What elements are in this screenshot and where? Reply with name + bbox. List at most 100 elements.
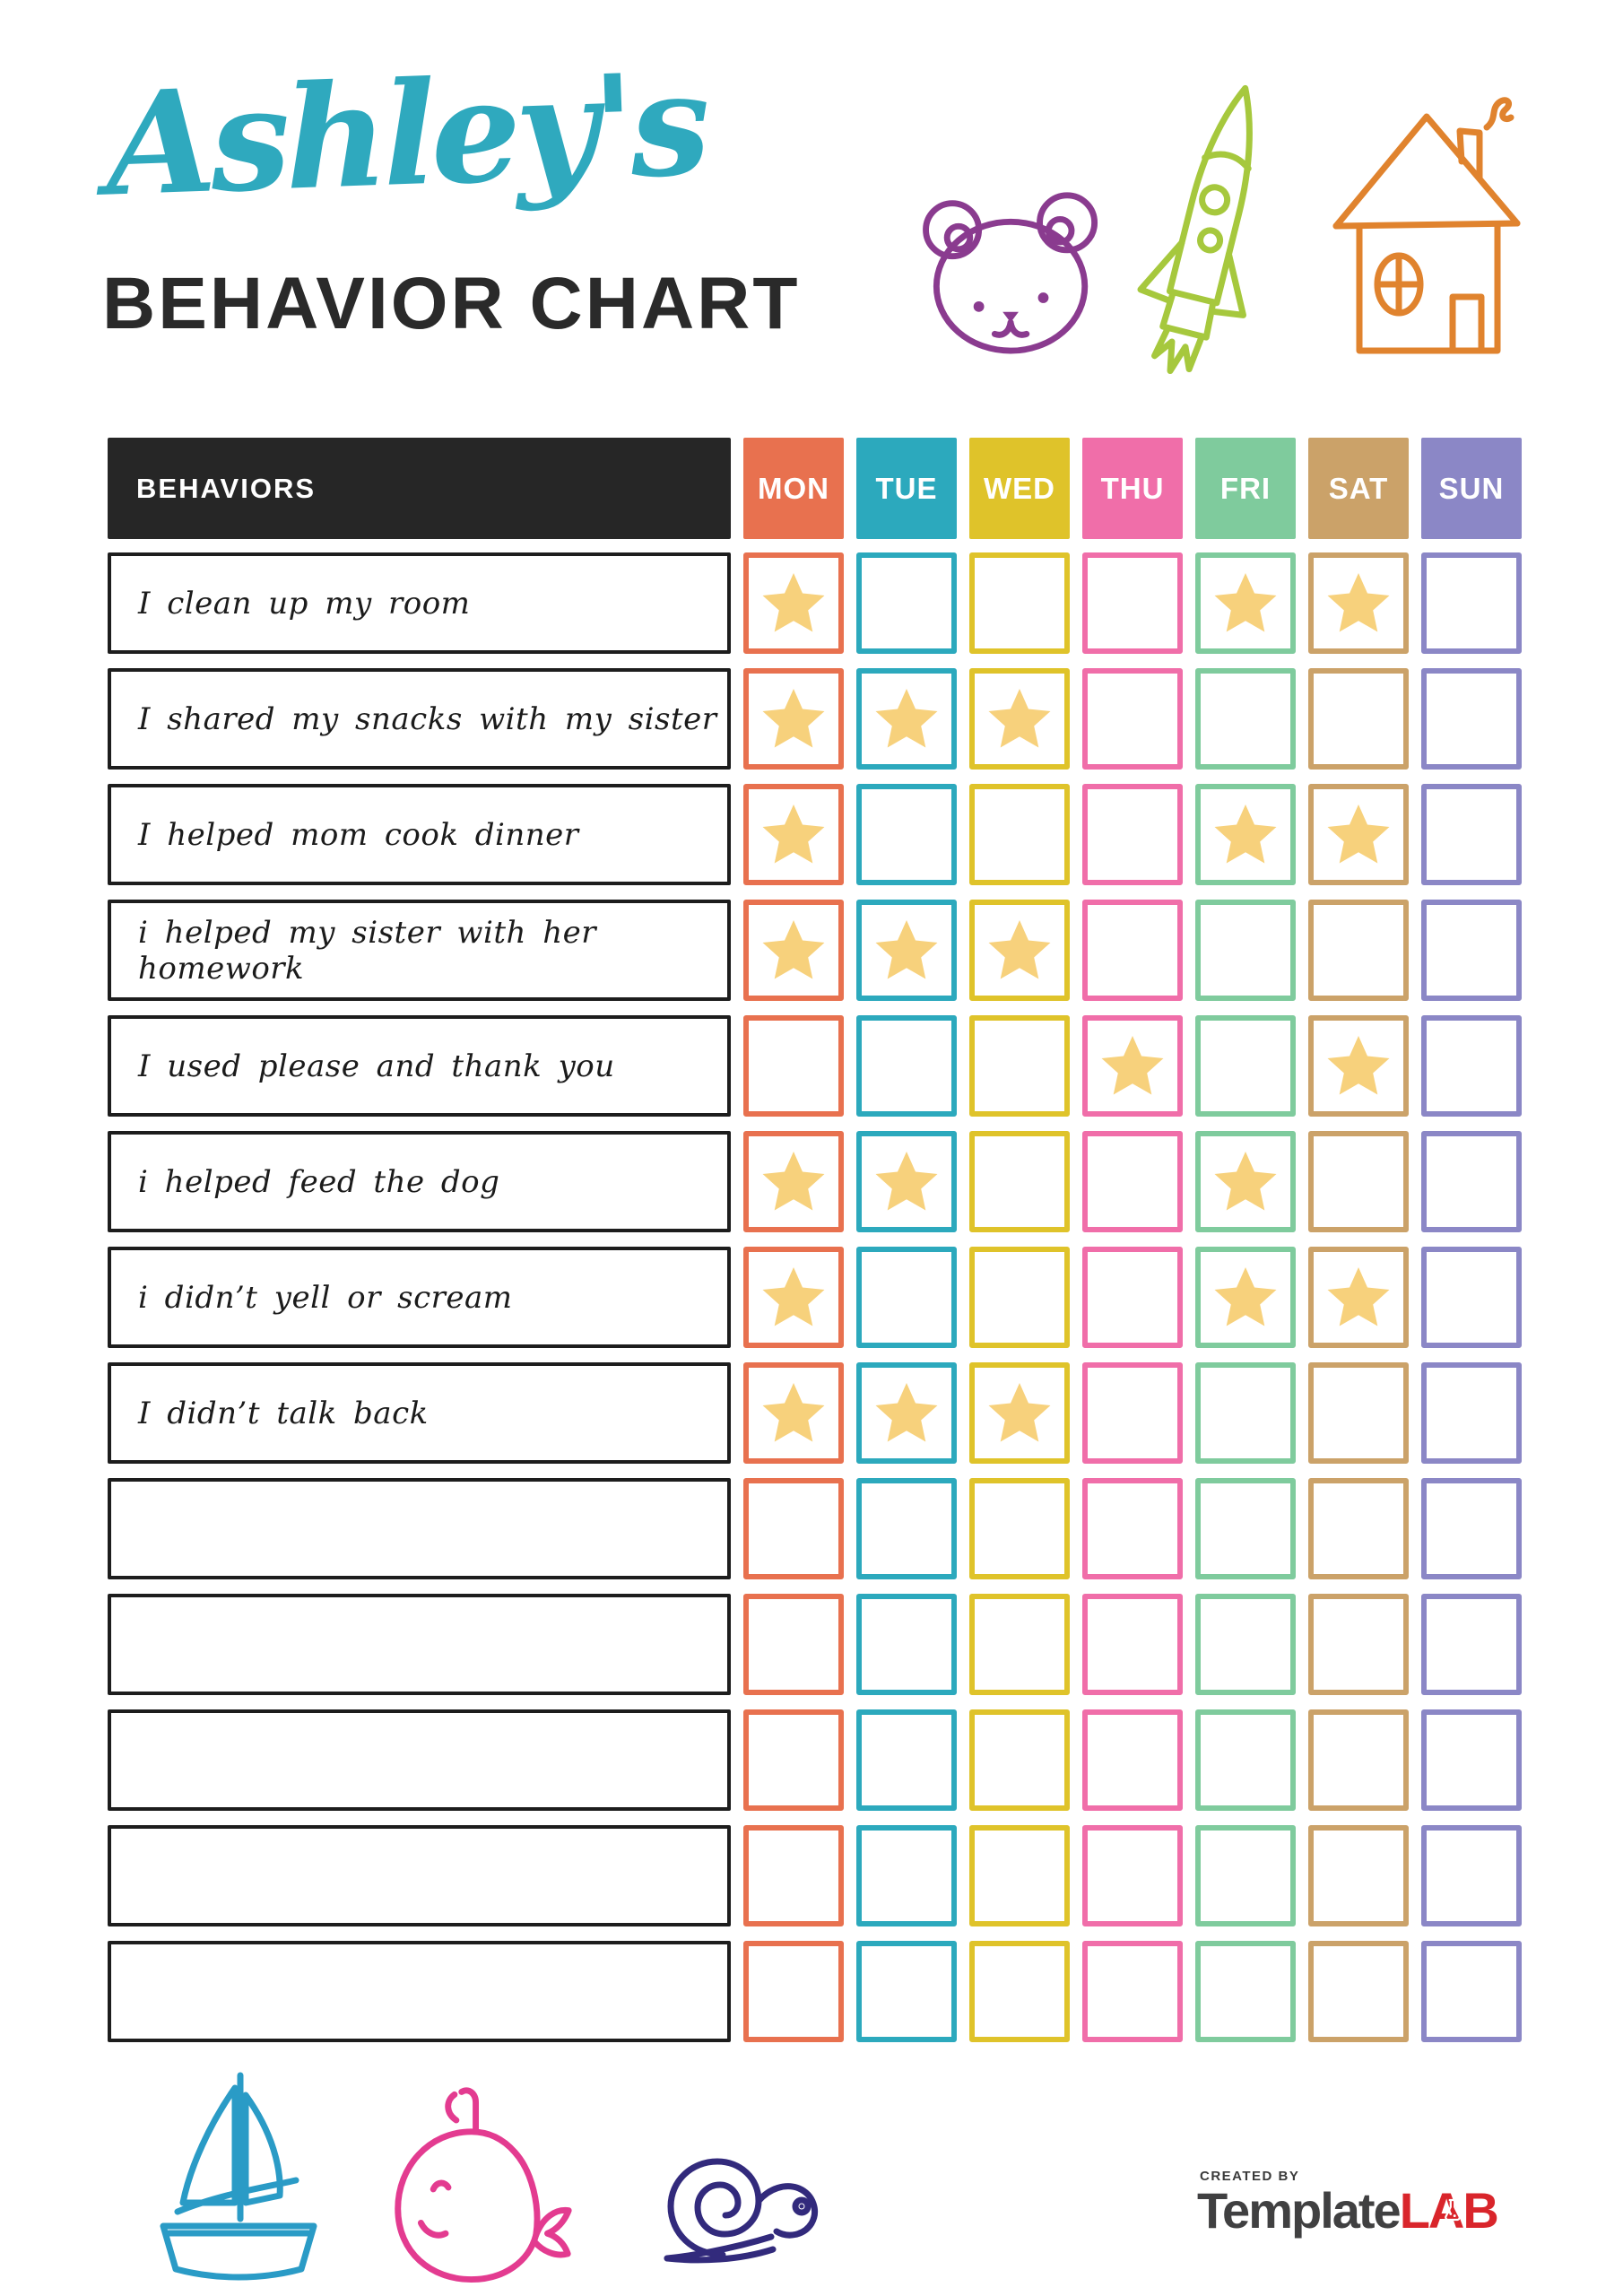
day-cell-wed[interactable] <box>969 1709 1070 1811</box>
day-cell-fri[interactable] <box>1195 1247 1296 1348</box>
day-cell-sat[interactable] <box>1308 1594 1409 1695</box>
day-cell-wed[interactable] <box>969 1247 1070 1348</box>
day-cell-fri[interactable] <box>1195 552 1296 654</box>
day-cell-tue[interactable] <box>856 1131 957 1232</box>
day-cell-sat[interactable] <box>1308 1825 1409 1926</box>
day-cell-wed[interactable] <box>969 668 1070 770</box>
day-cell-mon[interactable] <box>743 668 844 770</box>
day-cell-thu[interactable] <box>1082 668 1183 770</box>
day-cell-wed[interactable] <box>969 900 1070 1001</box>
day-cell-sun[interactable] <box>1421 1362 1522 1464</box>
day-cell-tue[interactable] <box>856 1015 957 1117</box>
day-cell-sun[interactable] <box>1421 1478 1522 1579</box>
behavior-row: i helped my sister with her homework <box>108 900 1522 1001</box>
day-cell-thu[interactable] <box>1082 900 1183 1001</box>
day-cell-tue[interactable] <box>856 1941 957 2042</box>
day-cell-thu[interactable] <box>1082 1594 1183 1695</box>
day-cell-wed[interactable] <box>969 1825 1070 1926</box>
day-cell-sun[interactable] <box>1421 900 1522 1001</box>
day-cell-fri[interactable] <box>1195 1478 1296 1579</box>
day-cell-sat[interactable] <box>1308 1015 1409 1117</box>
day-cell-thu[interactable] <box>1082 1478 1183 1579</box>
day-cell-thu[interactable] <box>1082 1247 1183 1348</box>
day-cell-sat[interactable] <box>1308 784 1409 885</box>
day-cell-sat[interactable] <box>1308 1941 1409 2042</box>
day-cell-thu[interactable] <box>1082 552 1183 654</box>
day-cell-wed[interactable] <box>969 1131 1070 1232</box>
day-cell-tue[interactable] <box>856 1594 957 1695</box>
day-cell-fri[interactable] <box>1195 1709 1296 1811</box>
day-cell-thu[interactable] <box>1082 1709 1183 1811</box>
day-cell-thu[interactable] <box>1082 1941 1183 2042</box>
day-cell-fri[interactable] <box>1195 784 1296 885</box>
day-cell-thu[interactable] <box>1082 784 1183 885</box>
day-cell-mon[interactable] <box>743 1478 844 1579</box>
day-cell-tue[interactable] <box>856 1825 957 1926</box>
day-cell-tue[interactable] <box>856 1362 957 1464</box>
day-cell-mon[interactable] <box>743 900 844 1001</box>
day-cell-tue[interactable] <box>856 900 957 1001</box>
day-cell-tue[interactable] <box>856 784 957 885</box>
day-cell-fri[interactable] <box>1195 1362 1296 1464</box>
day-cell-sat[interactable] <box>1308 1362 1409 1464</box>
day-cell-sun[interactable] <box>1421 1941 1522 2042</box>
day-cell-tue[interactable] <box>856 552 957 654</box>
day-cell-mon[interactable] <box>743 1825 844 1926</box>
day-cell-mon[interactable] <box>743 1131 844 1232</box>
day-cell-wed[interactable] <box>969 1362 1070 1464</box>
day-cell-sat[interactable] <box>1308 1709 1409 1811</box>
day-cell-wed[interactable] <box>969 1015 1070 1117</box>
day-cell-fri[interactable] <box>1195 668 1296 770</box>
day-cell-wed[interactable] <box>969 1594 1070 1695</box>
day-header-sun: SUN <box>1421 438 1522 539</box>
day-cell-sun[interactable] <box>1421 1247 1522 1348</box>
day-cell-sat[interactable] <box>1308 1478 1409 1579</box>
day-cell-fri[interactable] <box>1195 1131 1296 1232</box>
day-cell-thu[interactable] <box>1082 1362 1183 1464</box>
day-cell-mon[interactable] <box>743 1941 844 2042</box>
day-cell-sat[interactable] <box>1308 900 1409 1001</box>
day-cell-mon[interactable] <box>743 784 844 885</box>
day-header-thu: THU <box>1082 438 1183 539</box>
day-cell-wed[interactable] <box>969 552 1070 654</box>
sailboat-icon <box>131 2068 346 2283</box>
day-cell-sun[interactable] <box>1421 1594 1522 1695</box>
day-cell-sun[interactable] <box>1421 552 1522 654</box>
behavior-label-box: I clean up my room <box>108 552 731 654</box>
day-cell-wed[interactable] <box>969 1478 1070 1579</box>
day-cell-thu[interactable] <box>1082 1131 1183 1232</box>
behavior-row: I shared my snacks with my sister <box>108 668 1522 770</box>
day-cell-fri[interactable] <box>1195 1015 1296 1117</box>
day-cell-sun[interactable] <box>1421 1825 1522 1926</box>
day-header-fri: FRI <box>1195 438 1296 539</box>
day-cell-sun[interactable] <box>1421 1015 1522 1117</box>
day-cell-mon[interactable] <box>743 1709 844 1811</box>
day-cell-sun[interactable] <box>1421 784 1522 885</box>
day-cell-fri[interactable] <box>1195 900 1296 1001</box>
day-cell-fri[interactable] <box>1195 1941 1296 2042</box>
day-cell-mon[interactable] <box>743 1594 844 1695</box>
day-cell-fri[interactable] <box>1195 1825 1296 1926</box>
day-cell-tue[interactable] <box>856 1478 957 1579</box>
day-cell-sat[interactable] <box>1308 552 1409 654</box>
day-cell-fri[interactable] <box>1195 1594 1296 1695</box>
day-cell-tue[interactable] <box>856 1709 957 1811</box>
day-cell-sun[interactable] <box>1421 668 1522 770</box>
day-cell-mon[interactable] <box>743 1015 844 1117</box>
day-cell-wed[interactable] <box>969 784 1070 885</box>
day-cell-tue[interactable] <box>856 668 957 770</box>
day-cell-sun[interactable] <box>1421 1131 1522 1232</box>
day-cell-sun[interactable] <box>1421 1709 1522 1811</box>
flask-icon <box>1444 2198 1461 2222</box>
day-cell-sat[interactable] <box>1308 668 1409 770</box>
day-cell-thu[interactable] <box>1082 1825 1183 1926</box>
row-cells <box>743 1941 1522 2042</box>
day-cell-mon[interactable] <box>743 1362 844 1464</box>
day-cell-wed[interactable] <box>969 1941 1070 2042</box>
day-cell-mon[interactable] <box>743 1247 844 1348</box>
day-cell-sat[interactable] <box>1308 1247 1409 1348</box>
day-cell-mon[interactable] <box>743 552 844 654</box>
day-cell-tue[interactable] <box>856 1247 957 1348</box>
day-cell-sat[interactable] <box>1308 1131 1409 1232</box>
day-cell-thu[interactable] <box>1082 1015 1183 1117</box>
